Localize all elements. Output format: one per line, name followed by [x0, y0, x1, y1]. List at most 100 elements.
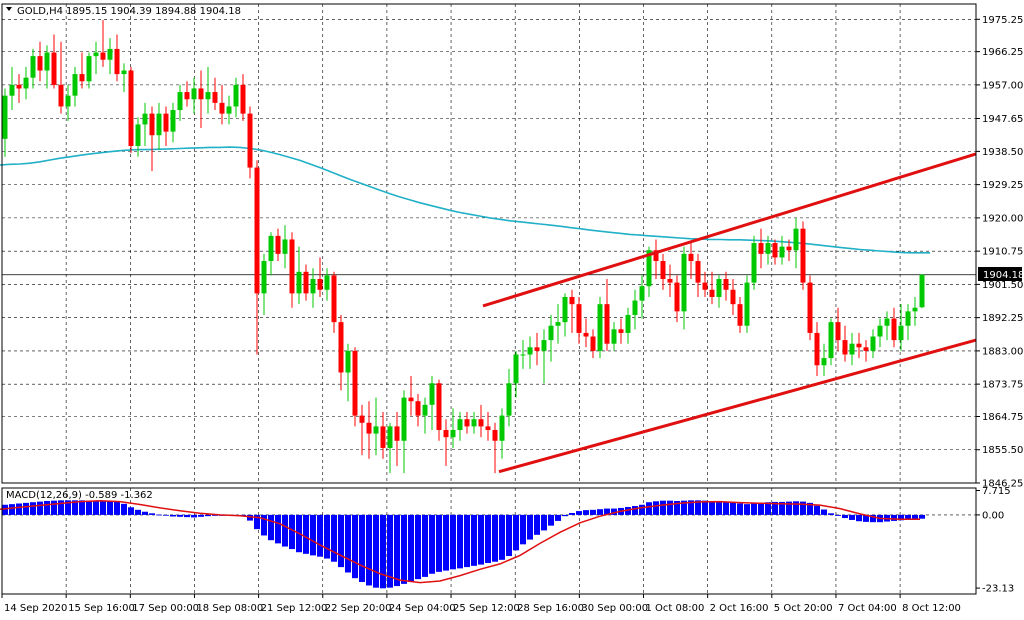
candle — [660, 253, 666, 290]
candle — [618, 318, 624, 344]
macd-histogram-bar — [268, 514, 274, 541]
macd-histogram-bar — [394, 514, 400, 587]
candle-body — [737, 304, 743, 326]
macd-panel-frame — [1, 487, 977, 595]
candle-body — [499, 415, 505, 441]
candle-body — [863, 347, 869, 351]
candle-body — [16, 84, 22, 89]
candle-body — [135, 124, 141, 146]
candle — [275, 228, 281, 262]
candle-body — [317, 278, 323, 290]
macd-histogram-bar — [919, 514, 925, 519]
price-axis-label: 1938.50 — [982, 147, 1023, 158]
macd-histogram-bar — [303, 514, 309, 554]
time-axis-label: 18 Sep 08:00 — [196, 603, 263, 614]
candle-body — [555, 322, 561, 326]
candle-body — [170, 110, 176, 132]
candle-body — [793, 228, 799, 251]
candle — [37, 41, 43, 82]
candle — [681, 246, 687, 330]
candle-body — [583, 332, 589, 337]
current-price-marker — [978, 267, 1022, 281]
candle-body — [527, 347, 533, 355]
candle — [730, 278, 736, 315]
upper-channel-trendline[interactable] — [482, 152, 977, 308]
macd-histogram-bar — [485, 514, 491, 563]
candle — [527, 336, 533, 369]
candle-body — [254, 167, 260, 294]
lower-channel-trendline[interactable] — [498, 338, 977, 474]
macd-histogram-bar — [702, 500, 708, 515]
candle-body — [520, 354, 526, 356]
candle — [485, 412, 491, 441]
macd-axis-label: 0.00 — [982, 510, 1004, 521]
symbol-dropdown-icon[interactable] — [6, 7, 12, 11]
price-axis-label: 1901.50 — [982, 280, 1023, 291]
candle-body — [674, 282, 680, 312]
trendlines-layer[interactable] — [482, 152, 977, 474]
candle — [863, 340, 869, 362]
macd-histogram-bar — [450, 514, 456, 570]
macd-histogram-bar — [807, 502, 813, 515]
candle — [240, 74, 246, 121]
macd-histogram-bar — [310, 514, 316, 556]
macd-signal-layer — [0, 499, 921, 584]
candle — [639, 275, 645, 319]
price-axis-label: 1892.25 — [982, 313, 1023, 324]
macd-histogram-bar — [856, 514, 862, 522]
candle — [198, 70, 204, 129]
time-axis-label: 30 Sep 00:00 — [581, 603, 648, 614]
candle — [100, 20, 106, 67]
candle — [898, 304, 904, 351]
macd-histogram-bar — [65, 500, 71, 515]
candle — [541, 329, 547, 384]
candle — [177, 84, 183, 121]
macd-histogram-bar — [16, 503, 22, 515]
candle — [373, 397, 379, 456]
macd-histogram-layer — [2, 500, 925, 589]
candle-body — [730, 289, 736, 305]
candle-body — [884, 318, 890, 326]
candle — [408, 376, 414, 416]
macd-histogram-bar — [359, 514, 365, 582]
candle — [695, 253, 701, 297]
candle-body — [562, 296, 568, 323]
macd-histogram-bar — [562, 514, 568, 517]
candle-body — [338, 322, 344, 373]
candle — [142, 102, 148, 146]
macd-histogram-bar — [289, 514, 295, 550]
candle-body — [919, 274, 925, 308]
macd-histogram-bar — [121, 503, 127, 515]
candle-body — [541, 340, 547, 351]
macd-histogram-bar — [590, 509, 596, 515]
macd-histogram-bar — [373, 514, 379, 588]
candle — [205, 66, 211, 114]
candle-body — [2, 95, 8, 139]
candle-body — [79, 74, 85, 82]
candle — [758, 228, 764, 269]
candle-body — [639, 286, 645, 301]
macd-histogram-bar — [457, 514, 463, 569]
candle — [51, 34, 57, 89]
macd-histogram-bar — [681, 500, 687, 515]
candle-body — [786, 246, 792, 251]
candle — [814, 322, 820, 377]
candle-body — [646, 250, 652, 287]
macd-histogram-bar — [646, 502, 652, 515]
candle — [247, 106, 253, 179]
macd-histogram-bar — [842, 514, 848, 519]
candle-body — [576, 304, 582, 333]
candle-body — [653, 250, 659, 262]
candle-body — [709, 289, 715, 297]
candle-body — [415, 401, 421, 416]
candle — [597, 296, 603, 359]
macd-histogram-bar — [821, 509, 827, 515]
candle-body — [569, 296, 575, 305]
candle — [800, 221, 806, 290]
candle-body — [422, 404, 428, 416]
candle-body — [394, 426, 400, 441]
macd-histogram-bar — [632, 506, 638, 515]
candle-body — [765, 243, 771, 254]
candle-body — [275, 235, 281, 254]
